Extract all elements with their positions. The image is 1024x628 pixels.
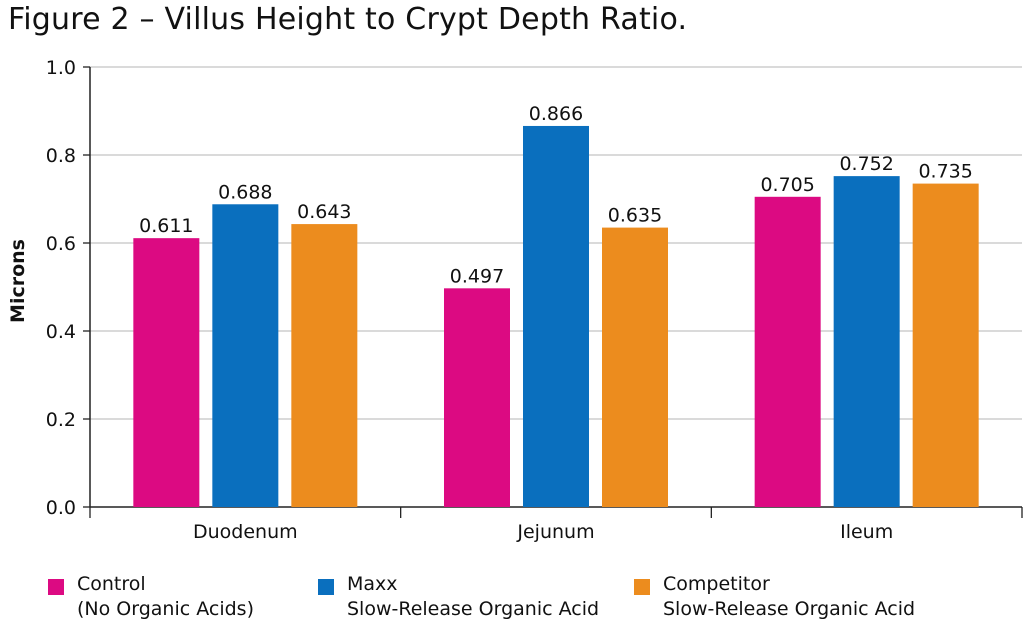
bar xyxy=(523,125,589,508)
y-tick-label: 0.4 xyxy=(46,321,76,343)
data-label: 0.752 xyxy=(839,153,893,175)
data-label: 0.643 xyxy=(297,201,351,223)
bar xyxy=(133,238,200,507)
y-tick-label: 0.2 xyxy=(46,409,76,431)
legend-swatch-maxx xyxy=(318,579,334,595)
data-label: 0.866 xyxy=(529,103,583,125)
y-tick-label: 1.0 xyxy=(46,57,76,79)
legend-item-control: Control (No Organic Acids) xyxy=(48,572,254,622)
legend-sublabel-control: (No Organic Acids) xyxy=(77,598,254,620)
bar xyxy=(291,224,358,507)
legend-swatch-competitor xyxy=(634,579,650,595)
legend-sublabel-maxx: Slow-Release Organic Acid xyxy=(347,598,600,620)
y-tick-label: 0.8 xyxy=(46,145,76,167)
bar xyxy=(912,183,979,507)
bar-chart: 0.0 0.2 0.4 0.6 0.8 1.0 Microns 0.611 0.688 0.643… xyxy=(7,57,1023,543)
chart-title: Figure 2 – Villus Height to Crypt Depth … xyxy=(8,2,688,37)
x-tick-label: Duodenum xyxy=(193,521,298,543)
bar xyxy=(833,176,900,507)
legend-label-control: Control xyxy=(77,573,146,595)
data-label: 0.688 xyxy=(218,181,272,203)
bar xyxy=(212,204,279,507)
legend: Control (No Organic Acids) Maxx Slow-Rel… xyxy=(0,572,1024,628)
legend-item-maxx: Maxx Slow-Release Organic Acid xyxy=(318,572,599,622)
data-label: 0.735 xyxy=(918,161,972,183)
bar xyxy=(602,227,668,507)
data-label: 0.705 xyxy=(760,174,814,196)
legend-sublabel-competitor: Slow-Release Organic Acid xyxy=(663,598,916,620)
data-label: 0.497 xyxy=(450,265,504,287)
data-label: 0.611 xyxy=(139,215,193,237)
x-tick-label: Ileum xyxy=(840,521,893,543)
y-tick-label: 0.6 xyxy=(46,233,76,255)
legend-label-competitor: Competitor xyxy=(663,573,770,595)
legend-swatch-control xyxy=(48,579,64,595)
bar xyxy=(754,196,821,508)
legend-item-competitor: Competitor Slow-Release Organic Acid xyxy=(634,572,915,622)
data-label: 0.635 xyxy=(608,205,662,227)
y-tick-label: 0.0 xyxy=(46,497,76,519)
y-axis-label: Microns xyxy=(7,239,29,323)
legend-label-maxx: Maxx xyxy=(347,573,398,595)
bar xyxy=(444,288,510,507)
x-tick-label: Jejunum xyxy=(516,521,594,543)
